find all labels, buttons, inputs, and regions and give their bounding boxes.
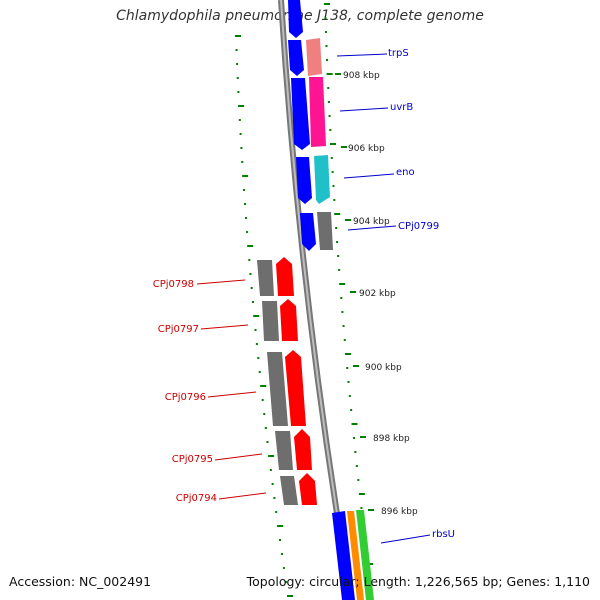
gene-label-eno[interactable]: eno — [396, 167, 415, 178]
kbp-label: 900 kbp — [365, 363, 402, 373]
gene-label-rbsU[interactable]: rbsU — [432, 529, 455, 540]
gene-eno-block[interactable] — [314, 155, 330, 204]
gene-leader-line — [339, 107, 389, 112]
gene-uvrB-block[interactable] — [309, 77, 326, 147]
cds-forward-arrow[interactable] — [291, 78, 310, 150]
cds-forward-arrow[interactable] — [288, 0, 303, 38]
gene-label-uvrB[interactable]: uvrB — [390, 102, 413, 113]
gene-leader-line — [347, 225, 397, 231]
gene-leader-line — [343, 173, 395, 179]
kbp-label: 904 kbp — [353, 217, 390, 227]
tick-rings — [235, 3, 374, 597]
cds-reverse-arrow[interactable] — [285, 350, 306, 426]
gene-leader-line — [207, 391, 257, 398]
gene-CPj0797-block[interactable] — [262, 301, 279, 341]
gene-leader-line — [336, 53, 388, 57]
gene-leader-line — [380, 534, 431, 544]
topology-text: Topology: circular; Length: 1,226,565 bp… — [246, 574, 590, 589]
cds-reverse-arrow[interactable] — [276, 257, 294, 296]
cds-forward-arrow[interactable] — [332, 511, 355, 600]
gene-CPj0794-block[interactable] — [280, 476, 298, 505]
cds-forward-arrow[interactable] — [300, 213, 316, 251]
gene-label-CPj0799[interactable]: CPj0799 — [398, 221, 439, 232]
gene-CPj0795-block[interactable] — [275, 431, 293, 470]
gene-label-trpS[interactable]: trpS — [388, 48, 409, 59]
gene-rbsU-block-a[interactable] — [347, 511, 364, 600]
accession-text: Accession: NC_002491 — [9, 574, 152, 589]
gene-label-CPj0798[interactable]: CPj0798 — [153, 279, 194, 290]
gene-leader-line — [196, 279, 246, 285]
cds-forward-arrow[interactable] — [288, 40, 304, 76]
kbp-label: 902 kbp — [359, 289, 396, 299]
gene-trpS-block[interactable] — [306, 38, 322, 76]
gene-label-CPj0795[interactable]: CPj0795 — [172, 454, 213, 465]
cds-reverse-arrow[interactable] — [299, 473, 317, 505]
gene-leader-line — [200, 324, 249, 330]
cds-reverse-arrow[interactable] — [294, 429, 312, 470]
gene-label-CPj0796[interactable]: CPj0796 — [165, 392, 206, 403]
gene-CPj0799-block[interactable] — [317, 212, 333, 250]
gene-label-CPj0794[interactable]: CPj0794 — [176, 493, 217, 504]
gene-CPj0798-block[interactable] — [257, 260, 274, 296]
kbp-label: 898 kbp — [373, 434, 410, 444]
kbp-label: 896 kbp — [381, 507, 418, 517]
gene-leader-line — [218, 492, 267, 500]
gene-rbsU-block-b[interactable] — [356, 510, 374, 600]
kbp-label: 906 kbp — [348, 144, 385, 154]
cds-reverse-arrow[interactable] — [280, 299, 298, 341]
gene-label-CPj0797[interactable]: CPj0797 — [158, 324, 199, 335]
gene-leader-line — [214, 453, 263, 461]
kbp-label: 908 kbp — [343, 71, 380, 81]
cds-forward-arrow[interactable] — [296, 157, 312, 204]
gene-CPj0796-block[interactable] — [267, 352, 288, 426]
